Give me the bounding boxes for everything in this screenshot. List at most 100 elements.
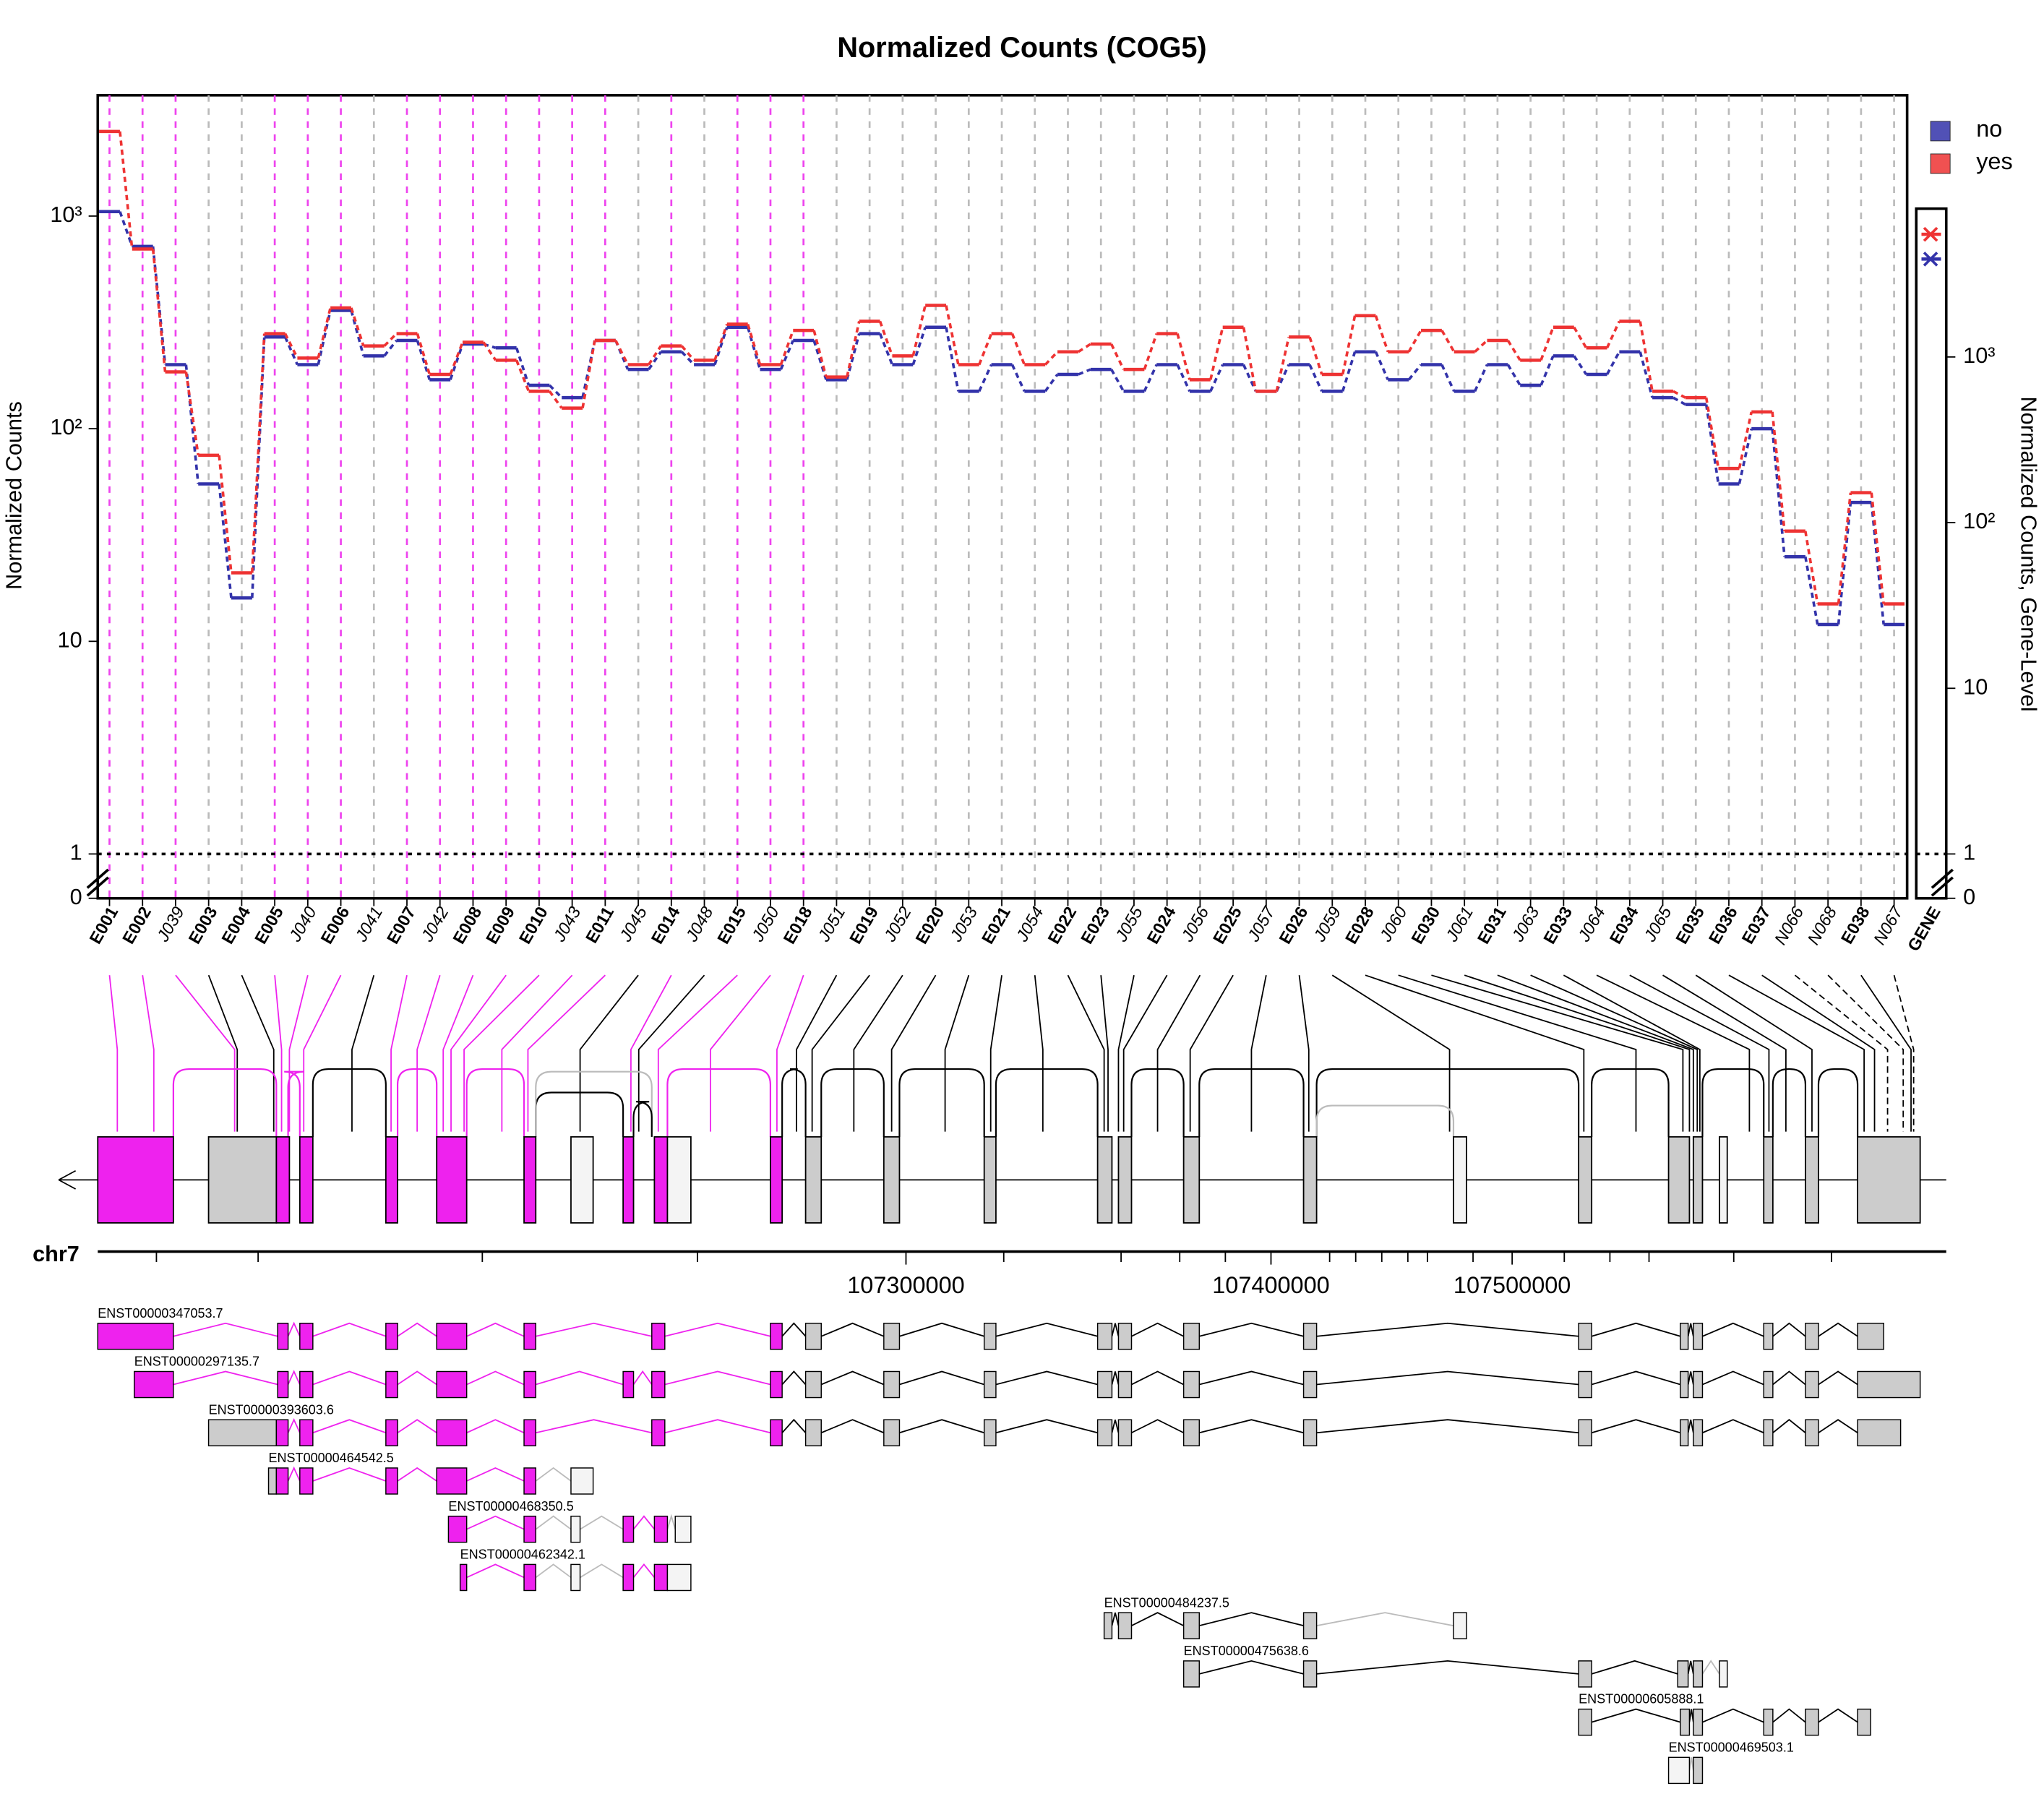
transcript-exon	[385, 1419, 398, 1447]
series-connector	[1672, 396, 1686, 406]
intron	[1199, 1419, 1304, 1434]
exon	[1182, 1136, 1201, 1224]
transcript-exon	[1103, 1612, 1113, 1639]
intron	[397, 1419, 437, 1434]
intron	[632, 1563, 656, 1579]
transcript-exon	[1693, 1370, 1704, 1399]
x-tick-label: J051	[814, 904, 849, 945]
y-tick-label: 10²	[50, 415, 82, 439]
feature-connector	[1629, 974, 1770, 1132]
gene-level-marker	[1923, 226, 1938, 242]
intron	[536, 1370, 624, 1386]
intron	[781, 1322, 807, 1337]
junction-arc	[995, 1068, 1099, 1137]
transcript-exon	[1677, 1660, 1689, 1688]
intron	[1688, 1757, 1694, 1771]
series-connector	[1242, 364, 1258, 392]
intron	[312, 1322, 387, 1337]
x-tick-label: E015	[713, 904, 750, 947]
series-connector	[1010, 364, 1026, 392]
intron	[1199, 1370, 1304, 1386]
transcript-exon	[883, 1370, 901, 1399]
feature-connector	[811, 974, 870, 1132]
intron	[664, 1322, 771, 1337]
intron	[287, 1321, 301, 1337]
series-connector	[1540, 355, 1555, 386]
intron	[466, 1467, 525, 1482]
y2-tick-label: 10³	[1963, 343, 1995, 368]
legend-label: yes	[1976, 148, 2013, 174]
transcript-exon	[1096, 1323, 1113, 1350]
junction-arc	[898, 1068, 985, 1137]
transcript-exon	[983, 1370, 997, 1399]
series-connector	[1110, 369, 1125, 392]
x-tick-label: N068	[1804, 904, 1841, 948]
intron	[466, 1515, 525, 1530]
series-connector	[911, 305, 927, 356]
intron	[580, 1563, 624, 1579]
junction-arc	[1772, 1068, 1807, 1137]
transcript-exon	[1805, 1708, 1819, 1736]
intron	[1111, 1612, 1120, 1626]
transcript-exon	[275, 1467, 289, 1495]
transcript-label: ENST00000464542.5	[269, 1451, 394, 1465]
series-connector	[1143, 364, 1158, 392]
transcript-exon	[277, 1323, 289, 1350]
transcript-exon	[1182, 1370, 1201, 1399]
exon	[983, 1136, 997, 1224]
series-connector	[1044, 373, 1059, 392]
series-connector	[1044, 351, 1059, 366]
transcript-exon	[459, 1563, 468, 1592]
series-connector	[1870, 492, 1885, 604]
intron	[1701, 1660, 1720, 1675]
exon	[1719, 1136, 1728, 1224]
feature-connector	[108, 975, 119, 1132]
feature-connector	[1893, 974, 1915, 1132]
intron	[173, 1370, 278, 1386]
transcript-label: ENST00000462342.1	[460, 1548, 585, 1562]
transcript-exon	[653, 1563, 669, 1592]
intron	[536, 1322, 652, 1337]
series-connector	[350, 307, 365, 347]
transcript-exon	[1693, 1419, 1704, 1447]
series-connector	[1837, 492, 1852, 604]
transcript-exon	[883, 1419, 901, 1447]
intron	[781, 1418, 807, 1433]
transcript-exon	[1182, 1612, 1201, 1639]
x-tick-label: J061	[1442, 904, 1477, 945]
transcript-exon	[275, 1419, 289, 1447]
intron	[820, 1322, 885, 1337]
intron	[632, 1515, 656, 1530]
axis-break	[86, 868, 1954, 897]
transcript-exon	[1578, 1370, 1592, 1399]
exon	[1805, 1136, 1819, 1224]
transcript-exon	[651, 1419, 666, 1447]
feature-connector	[1662, 974, 1787, 1132]
transcript-exon	[674, 1515, 692, 1543]
transcript-exon	[436, 1370, 468, 1399]
series-connector	[1407, 364, 1422, 381]
transcript-exon	[97, 1323, 174, 1350]
transcript-exon	[804, 1323, 822, 1350]
gene-level-marker	[1923, 252, 1938, 267]
intron	[466, 1563, 525, 1579]
series-connector	[1473, 364, 1489, 392]
series-connector	[878, 332, 894, 366]
series-connector	[1078, 368, 1091, 376]
y2-tick-label: 10²	[1963, 509, 1995, 533]
x-tick-label: J057	[1243, 903, 1279, 945]
intron	[1687, 1420, 1694, 1433]
transcript-exon	[622, 1370, 635, 1399]
transcript-exon	[436, 1467, 468, 1495]
intron	[1316, 1322, 1579, 1337]
x-tick-label: J048	[682, 904, 716, 945]
junction-arc	[535, 1091, 624, 1137]
transcript-exon	[523, 1323, 536, 1350]
transcript-label: ENST00000347053.7	[98, 1306, 223, 1321]
x-tick-label: E010	[515, 904, 551, 947]
exon	[207, 1136, 278, 1224]
feature-connector	[1398, 974, 1637, 1132]
intron	[397, 1467, 437, 1482]
exon	[1302, 1136, 1318, 1224]
junction-arc	[1130, 1068, 1185, 1137]
